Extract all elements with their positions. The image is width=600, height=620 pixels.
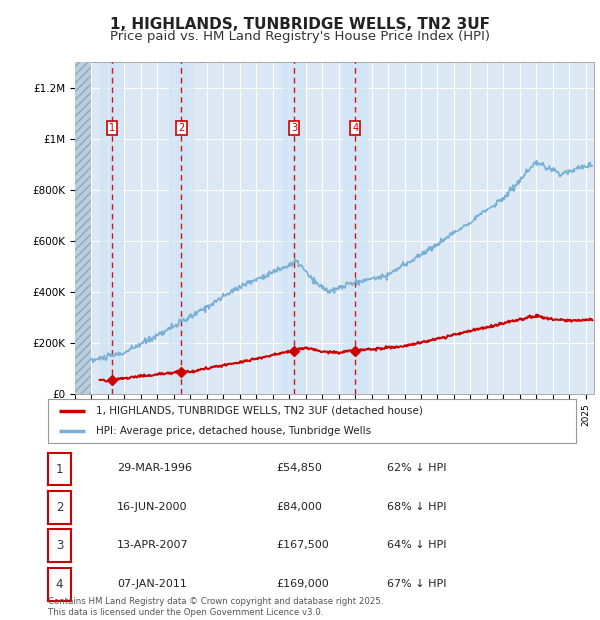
Text: 2: 2	[56, 501, 63, 514]
Text: 62% ↓ HPI: 62% ↓ HPI	[387, 463, 446, 474]
Text: £84,000: £84,000	[276, 502, 322, 512]
Text: 67% ↓ HPI: 67% ↓ HPI	[387, 578, 446, 589]
Text: 68% ↓ HPI: 68% ↓ HPI	[387, 502, 446, 512]
Text: HPI: Average price, detached house, Tunbridge Wells: HPI: Average price, detached house, Tunb…	[95, 426, 371, 436]
Text: 3: 3	[291, 123, 297, 133]
Text: 1: 1	[109, 123, 115, 133]
Text: 1, HIGHLANDS, TUNBRIDGE WELLS, TN2 3UF: 1, HIGHLANDS, TUNBRIDGE WELLS, TN2 3UF	[110, 17, 490, 32]
Bar	[75, 62, 91, 394]
Bar	[100, 62, 124, 394]
Text: Price paid vs. HM Land Registry's House Price Index (HPI): Price paid vs. HM Land Registry's House …	[110, 30, 490, 43]
Text: £54,850: £54,850	[276, 463, 322, 474]
Text: 07-JAN-2011: 07-JAN-2011	[117, 578, 187, 589]
Text: £169,000: £169,000	[276, 578, 329, 589]
Text: Contains HM Land Registry data © Crown copyright and database right 2025.
This d: Contains HM Land Registry data © Crown c…	[48, 598, 383, 617]
Bar	[281, 62, 307, 394]
Text: 1, HIGHLANDS, TUNBRIDGE WELLS, TN2 3UF (detached house): 1, HIGHLANDS, TUNBRIDGE WELLS, TN2 3UF (…	[95, 405, 422, 416]
Text: 1: 1	[56, 463, 63, 476]
Bar	[343, 62, 368, 394]
Text: 3: 3	[56, 539, 63, 552]
Text: 16-JUN-2000: 16-JUN-2000	[117, 502, 187, 512]
Text: £167,500: £167,500	[276, 540, 329, 551]
Text: 29-MAR-1996: 29-MAR-1996	[117, 463, 192, 474]
Text: 4: 4	[352, 123, 358, 133]
Text: 13-APR-2007: 13-APR-2007	[117, 540, 188, 551]
Bar	[169, 62, 194, 394]
Text: 2: 2	[178, 123, 185, 133]
Text: 4: 4	[56, 578, 63, 591]
Text: 64% ↓ HPI: 64% ↓ HPI	[387, 540, 446, 551]
